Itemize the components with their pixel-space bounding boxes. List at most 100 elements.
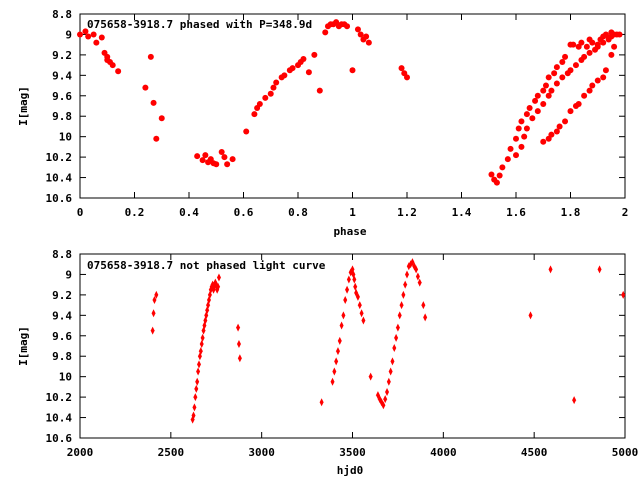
data-point	[341, 311, 346, 320]
y-axis-label: I[mag]	[17, 86, 30, 126]
data-point	[243, 128, 250, 135]
y-tick-label: 8.8	[52, 8, 72, 21]
data-point	[98, 34, 105, 41]
y-tick-label: 10.2	[46, 151, 73, 164]
data-point	[518, 143, 525, 150]
y-tick-label: 9.4	[52, 309, 72, 322]
data-point	[611, 43, 618, 50]
data-point	[363, 33, 370, 40]
data-point	[523, 125, 530, 132]
data-point	[578, 39, 585, 46]
data-point	[365, 39, 372, 46]
data-point	[390, 357, 395, 366]
x-tick-label: 1.4	[452, 206, 472, 219]
y-tick-label: 10.6	[46, 192, 73, 205]
data-point	[154, 290, 159, 299]
data-point	[616, 31, 623, 38]
data-point	[198, 347, 203, 356]
y-tick-label: 10.2	[46, 391, 73, 404]
data-point	[150, 326, 155, 335]
y-tick-label: 10	[59, 131, 72, 144]
data-point	[559, 74, 566, 81]
data-point	[256, 100, 263, 107]
data-point	[352, 275, 357, 284]
data-point	[221, 154, 228, 161]
data-point	[196, 360, 201, 369]
data-point	[594, 43, 601, 50]
data-point	[153, 135, 160, 142]
data-point	[542, 82, 549, 89]
data-point	[229, 156, 236, 163]
data-point	[575, 100, 582, 107]
data-point	[423, 313, 428, 322]
y-tick-label: 10.4	[46, 412, 73, 425]
data-point	[361, 316, 366, 325]
data-point	[381, 401, 386, 410]
data-point	[109, 62, 116, 69]
data-point	[395, 323, 400, 332]
data-point	[567, 108, 574, 115]
data-point	[556, 123, 563, 130]
x-tick-label: 0.8	[288, 206, 308, 219]
data-point	[553, 80, 560, 87]
data-point	[562, 118, 569, 125]
data-point	[548, 265, 553, 274]
data-point	[518, 118, 525, 125]
data-point	[152, 296, 157, 304]
data-point	[551, 70, 558, 77]
y-axis-ticks: 8.8 9 9.2 9.4 9.6 9.8 10 10.2 10.4 10.6	[46, 8, 625, 205]
data-point	[300, 55, 307, 62]
y-tick-label: 10.4	[46, 172, 73, 185]
data-point	[392, 344, 397, 353]
data-point	[368, 372, 373, 381]
data-point	[570, 41, 577, 48]
x-tick-label: 4500	[521, 446, 548, 459]
data-point	[562, 53, 569, 60]
data-point	[236, 323, 241, 332]
data-point	[499, 164, 506, 171]
data-point	[548, 131, 555, 138]
data-point	[345, 285, 350, 294]
data-point	[398, 65, 405, 72]
data-point	[224, 161, 231, 168]
x-tick-label: 1.8	[561, 206, 581, 219]
x-tick-label: 2	[622, 206, 629, 219]
y-tick-label: 10.6	[46, 432, 73, 445]
x-axis-label: phase	[333, 225, 366, 238]
y-tick-label: 9.8	[52, 350, 72, 363]
data-point	[493, 179, 500, 186]
data-point	[523, 111, 530, 118]
data-point	[415, 272, 420, 281]
data-point	[193, 393, 198, 402]
data-point	[597, 265, 602, 274]
data-point	[600, 39, 607, 46]
x-axis-ticks: 0 0.2 0.4 0.6 0.8 1 1.2 1.4 1.6 1.8 2	[77, 14, 629, 219]
x-tick-label: 0.4	[179, 206, 199, 219]
data-point	[515, 125, 522, 132]
data-point	[504, 156, 511, 163]
y-tick-label: 10	[59, 371, 72, 384]
data-point	[545, 74, 552, 81]
data-point	[404, 74, 410, 81]
data-point	[191, 411, 196, 420]
data-point	[581, 53, 588, 60]
data-point	[237, 354, 242, 363]
data-point	[251, 111, 258, 118]
data-point	[488, 171, 495, 178]
data-point	[417, 278, 422, 287]
data-point	[353, 282, 358, 291]
data-point	[82, 28, 89, 35]
data-point	[421, 301, 426, 310]
x-axis-ticks: 2000 2500 3000 3500 4000 4500 5000	[67, 254, 638, 459]
data-point	[583, 43, 590, 50]
data-point	[262, 94, 269, 101]
data-point	[540, 87, 547, 94]
y-tick-label: 9.2	[52, 49, 72, 62]
x-axis-label: hjd0	[337, 464, 364, 477]
data-point	[270, 84, 277, 91]
data-point	[196, 367, 201, 376]
data-point	[281, 72, 288, 79]
x-tick-label: 3000	[248, 446, 275, 459]
data-point	[403, 280, 408, 289]
